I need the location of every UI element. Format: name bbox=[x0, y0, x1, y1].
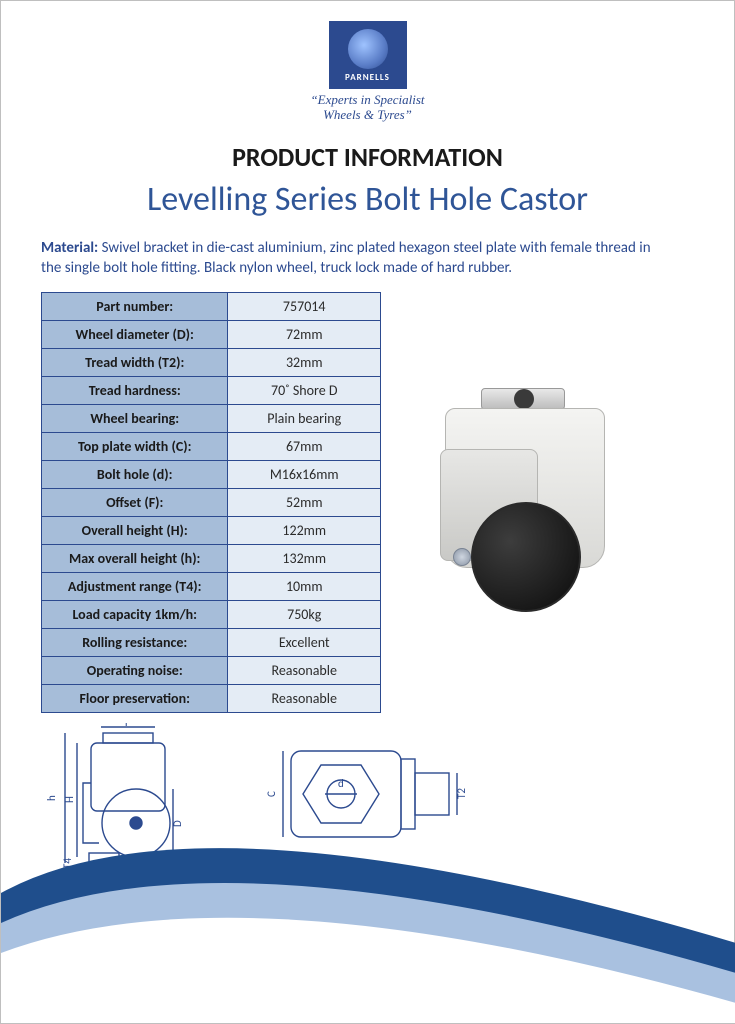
dim-label-C: C bbox=[265, 791, 278, 797]
spec-value: Excellent bbox=[228, 629, 381, 657]
spec-label: Rolling resistance: bbox=[42, 629, 228, 657]
table-row: Tread hardness:70˚ Shore D bbox=[42, 377, 381, 405]
dim-label-T2: T2 bbox=[455, 788, 468, 799]
spec-value: 10mm bbox=[228, 573, 381, 601]
spec-value: Reasonable bbox=[228, 657, 381, 685]
spec-value: 750kg bbox=[228, 601, 381, 629]
category-heading: PRODUCT INFORMATION bbox=[41, 141, 694, 173]
dim-label-h: h bbox=[45, 795, 58, 801]
spec-label: Load capacity 1km/h: bbox=[42, 601, 228, 629]
spec-label: Overall height (H): bbox=[42, 517, 228, 545]
spec-value: 72mm bbox=[228, 321, 381, 349]
tagline-line-1: “Experts in Specialist bbox=[310, 92, 424, 107]
product-photo bbox=[411, 382, 641, 632]
table-row: Tread width (T2):32mm bbox=[42, 349, 381, 377]
tagline-line-2: Wheels & Tyres” bbox=[323, 107, 412, 122]
material-text: Swivel bracket in die-cast aluminium, zi… bbox=[41, 239, 651, 277]
dim-label-H: H bbox=[63, 796, 76, 803]
spec-label: Adjustment range (T4): bbox=[42, 573, 228, 601]
spec-value: 122mm bbox=[228, 517, 381, 545]
table-row: Part number:757014 bbox=[42, 293, 381, 321]
spec-label: Wheel diameter (D): bbox=[42, 321, 228, 349]
spec-label: Tread width (T2): bbox=[42, 349, 228, 377]
spec-label: Part number: bbox=[42, 293, 228, 321]
table-row: Wheel diameter (D):72mm bbox=[42, 321, 381, 349]
top-view-diagram: C d T2 bbox=[261, 723, 481, 878]
spec-value: M16x16mm bbox=[228, 461, 381, 489]
dim-label-T4: T4 bbox=[61, 858, 74, 869]
spec-value: 32mm bbox=[228, 349, 381, 377]
table-row: Offset (F):52mm bbox=[42, 489, 381, 517]
side-view-diagram: F h H D T4 bbox=[41, 723, 221, 878]
spec-value: 67mm bbox=[228, 433, 381, 461]
spec-value: Plain bearing bbox=[228, 405, 381, 433]
material-label: Material: bbox=[41, 239, 98, 257]
table-row: Bolt hole (d):M16x16mm bbox=[42, 461, 381, 489]
wheel-illustration bbox=[471, 502, 581, 612]
table-row: Rolling resistance:Excellent bbox=[42, 629, 381, 657]
spec-value: 132mm bbox=[228, 545, 381, 573]
spec-label: Floor preservation: bbox=[42, 685, 228, 713]
dim-label-F: F bbox=[125, 723, 130, 729]
spec-value: 757014 bbox=[228, 293, 381, 321]
spec-label: Operating noise: bbox=[42, 657, 228, 685]
table-row: Wheel bearing:Plain bearing bbox=[42, 405, 381, 433]
table-row: Top plate width (C):67mm bbox=[42, 433, 381, 461]
spec-value: 52mm bbox=[228, 489, 381, 517]
spec-label: Offset (F): bbox=[42, 489, 228, 517]
brand-logo bbox=[329, 21, 407, 89]
spec-value: 70˚ Shore D bbox=[228, 377, 381, 405]
dim-label-d: d bbox=[338, 777, 344, 790]
spec-label: Bolt hole (d): bbox=[42, 461, 228, 489]
spec-label: Max overall height (h): bbox=[42, 545, 228, 573]
spec-label: Top plate width (C): bbox=[42, 433, 228, 461]
table-row: Operating noise:Reasonable bbox=[42, 657, 381, 685]
table-row: Load capacity 1km/h:750kg bbox=[42, 601, 381, 629]
spec-label: Wheel bearing: bbox=[42, 405, 228, 433]
dim-label-D: D bbox=[171, 820, 184, 827]
brand-tagline: “Experts in Specialist Wheels & Tyres” bbox=[310, 93, 424, 123]
table-row: Max overall height (h):132mm bbox=[42, 545, 381, 573]
spec-table: Part number:757014Wheel diameter (D):72m… bbox=[41, 292, 381, 713]
hex-plate-illustration bbox=[481, 388, 565, 410]
technical-diagrams: F h H D T4 C d T2 bbox=[41, 723, 694, 878]
material-paragraph: Material: Swivel bracket in die-cast alu… bbox=[41, 238, 661, 279]
product-heading: Levelling Series Bolt Hole Castor bbox=[41, 179, 694, 220]
brand-logo-block: “Experts in Specialist Wheels & Tyres” bbox=[41, 21, 694, 123]
spec-label: Tread hardness: bbox=[42, 377, 228, 405]
table-row: Floor preservation:Reasonable bbox=[42, 685, 381, 713]
table-row: Adjustment range (T4):10mm bbox=[42, 573, 381, 601]
table-row: Overall height (H):122mm bbox=[42, 517, 381, 545]
spec-value: Reasonable bbox=[228, 685, 381, 713]
